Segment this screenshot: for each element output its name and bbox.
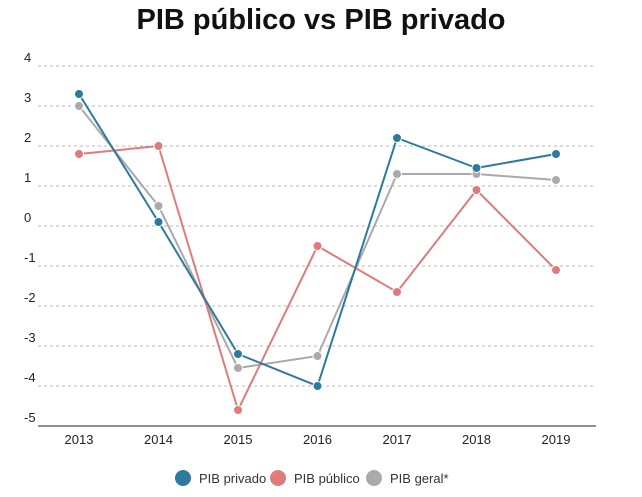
legend-label: PIB público	[294, 471, 360, 486]
x-tick-label: 2018	[462, 432, 491, 447]
x-tick-label: 2013	[65, 432, 94, 447]
data-point	[74, 101, 84, 111]
y-tick-label: 4	[24, 50, 31, 65]
x-tick-label: 2015	[224, 432, 253, 447]
y-tick-label: -1	[24, 250, 36, 265]
chart-title: PIB público vs PIB privado	[136, 4, 506, 36]
data-point	[551, 175, 561, 185]
y-tick-label: 2	[24, 130, 31, 145]
data-point	[74, 149, 84, 159]
data-point	[471, 185, 482, 195]
y-tick-label: -5	[24, 410, 36, 425]
y-tick-label: -3	[24, 330, 36, 345]
data-point	[392, 133, 402, 143]
data-point	[233, 363, 243, 373]
x-tick-label: 2019	[542, 432, 571, 447]
x-tick-label: 2014	[144, 432, 173, 447]
data-point	[551, 149, 561, 159]
data-point	[392, 287, 402, 297]
legend-marker	[270, 470, 286, 486]
data-point	[74, 89, 84, 99]
y-tick-label: 0	[24, 210, 31, 225]
data-point	[551, 265, 561, 275]
data-point	[471, 163, 482, 173]
y-tick-label: 1	[24, 170, 31, 185]
data-point	[312, 241, 323, 251]
x-tick-label: 2016	[303, 432, 332, 447]
data-point	[392, 169, 402, 179]
legend-label: PIB geral*	[390, 471, 449, 486]
series-line	[78, 105, 557, 369]
legend-marker	[175, 470, 191, 486]
data-point	[233, 405, 243, 415]
data-point	[312, 351, 323, 361]
data-point	[312, 381, 323, 391]
y-tick-label: -2	[24, 290, 36, 305]
data-point	[153, 217, 164, 227]
legend-marker	[366, 470, 382, 486]
data-point	[233, 349, 243, 359]
data-point	[153, 141, 164, 151]
y-tick-label: 3	[24, 90, 31, 105]
legend-label: PIB privado	[199, 471, 266, 486]
data-point	[153, 201, 164, 211]
y-tick-label: -4	[24, 370, 36, 385]
x-tick-label: 2017	[383, 432, 412, 447]
series-line	[78, 93, 557, 387]
